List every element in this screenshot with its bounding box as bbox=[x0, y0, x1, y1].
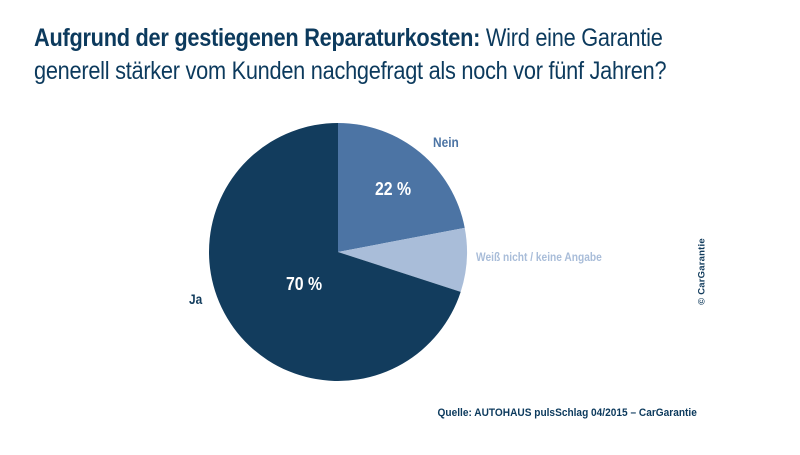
source-note: Quelle: AUTOHAUS pulsSchlag 04/2015 – Ca… bbox=[437, 407, 697, 419]
pie-slice-ja bbox=[209, 123, 461, 381]
title-regular-segment: Wird eine Garantie bbox=[480, 24, 663, 52]
slice-label-weiss-nicht: Weiß nicht / keine Angabe bbox=[476, 250, 602, 264]
slice-value-ja: 70 % bbox=[286, 274, 323, 294]
copyright-watermark: © CarGarantie bbox=[696, 238, 708, 305]
slice-label-ja: Ja bbox=[189, 291, 203, 307]
pie-slice-nein bbox=[338, 123, 465, 252]
title-line2: generell stärker vom Kunden nachgefragt … bbox=[34, 57, 667, 85]
page-title: Aufgrund der gestiegenen Reparaturkosten… bbox=[34, 22, 695, 88]
pie-slices-group bbox=[209, 123, 468, 381]
pie-slice-weiß-nicht-keine-angabe bbox=[338, 227, 468, 292]
slice-value-nein: 22 % bbox=[375, 179, 412, 199]
title-bold-segment: Aufgrund der gestiegenen Reparaturkosten… bbox=[34, 24, 481, 52]
slice-label-nein: Nein bbox=[433, 134, 459, 150]
